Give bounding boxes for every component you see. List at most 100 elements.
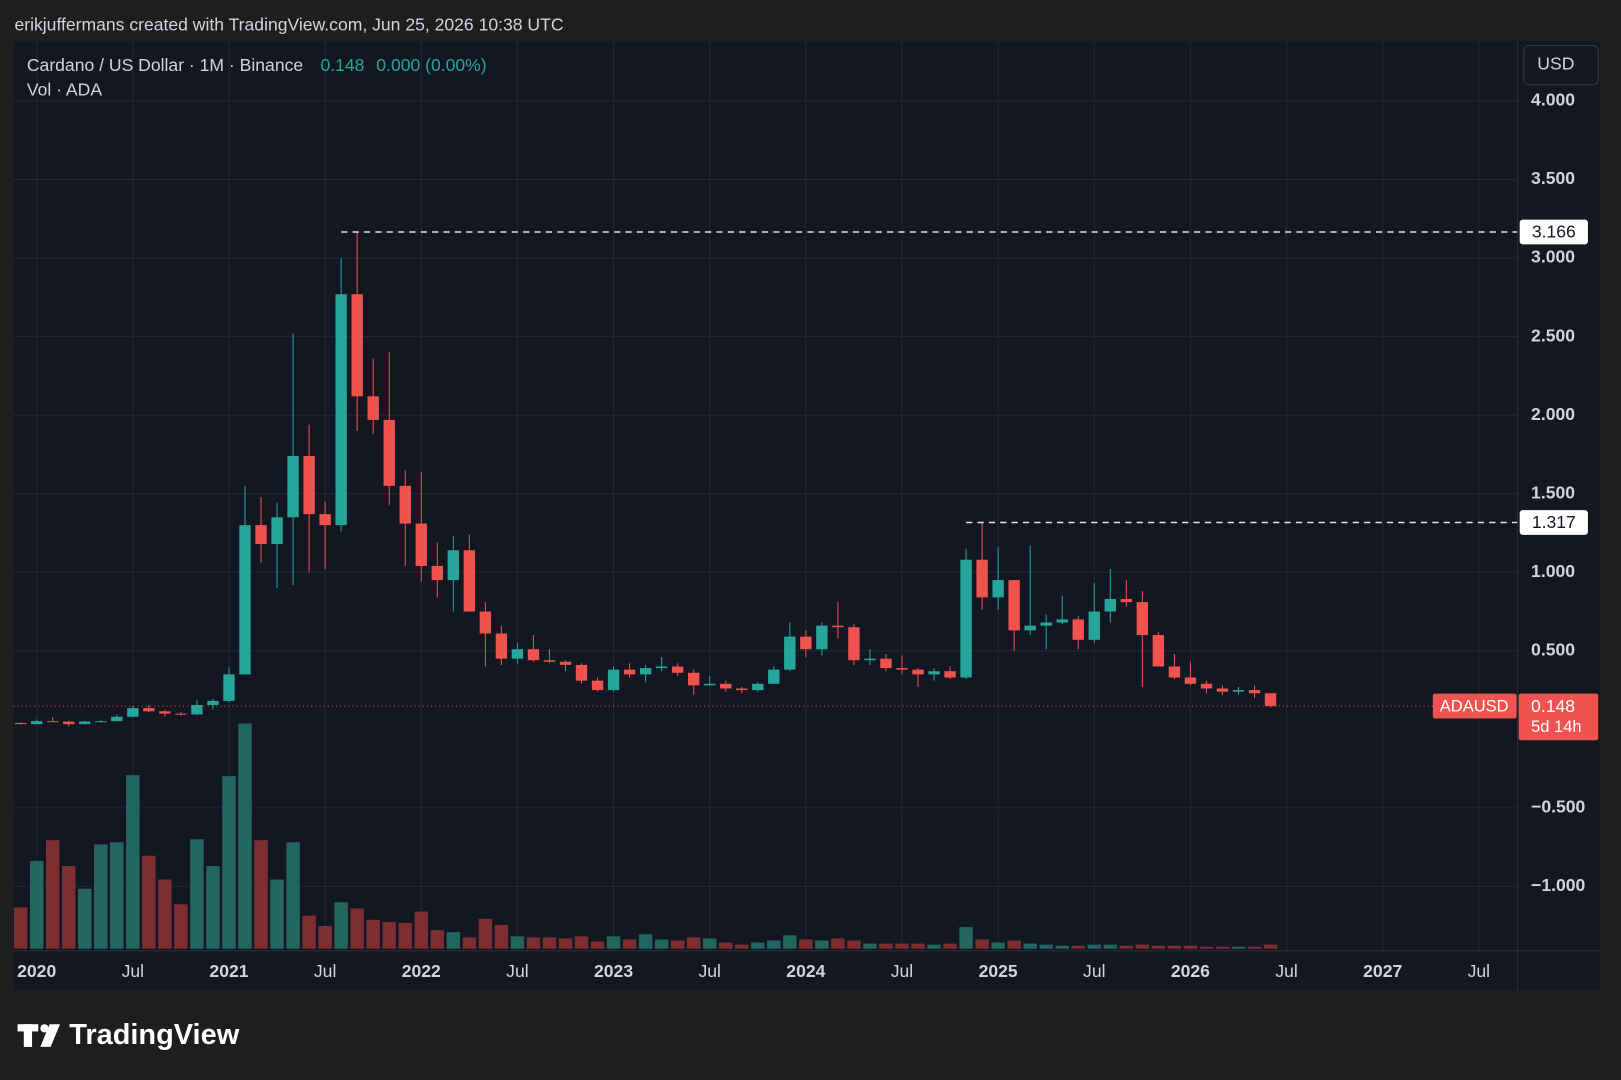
volume-bar <box>943 943 957 949</box>
volume-bar <box>78 888 92 949</box>
x-tick-label: Jul <box>506 961 528 981</box>
candle-body <box>1168 666 1181 678</box>
header-credit: erikjuffermans created with TradingView.… <box>14 14 563 34</box>
volume-bar <box>414 911 429 949</box>
volume-bar <box>735 944 749 949</box>
candle-body <box>1088 611 1100 640</box>
volume-bar <box>815 940 829 949</box>
x-tick-label: Jul <box>314 961 336 981</box>
candle-body <box>671 666 684 673</box>
candle-body <box>447 550 460 581</box>
candle-body <box>159 711 171 714</box>
volume-bar <box>767 940 781 949</box>
candle-body <box>768 669 780 684</box>
candle-body <box>351 294 363 397</box>
volume-bar <box>526 937 541 949</box>
candle-body <box>1264 693 1277 707</box>
volume-bar <box>1103 944 1118 949</box>
x-tick-label: 2024 <box>786 961 825 981</box>
candle-body <box>1056 619 1068 623</box>
volume-bar <box>1247 946 1262 949</box>
last-price-box <box>1518 693 1599 741</box>
candle-body <box>79 721 91 725</box>
volume-bar <box>1007 940 1021 949</box>
volume-bar <box>831 938 845 949</box>
candle-body <box>1104 598 1116 612</box>
x-tick-label: Jul <box>122 961 144 981</box>
volume-bar <box>991 942 1005 949</box>
candle-body <box>1248 690 1261 694</box>
volume-bar <box>1039 944 1053 949</box>
candle-body <box>223 674 235 701</box>
volume-bar <box>45 840 60 949</box>
level-label-box <box>1519 219 1588 245</box>
volume-bar <box>254 840 268 949</box>
candle-body <box>639 668 652 675</box>
volume-bar <box>62 866 76 949</box>
candle-body <box>1040 622 1052 626</box>
y-tick-label: −1.000 <box>1531 875 1585 895</box>
y-tick-label: 1.500 <box>1531 482 1575 502</box>
last-price-label: 0.148 <box>1531 696 1575 716</box>
volume-bar <box>606 936 621 949</box>
candle-body <box>880 658 892 669</box>
volume-bar <box>110 842 124 949</box>
candle-body <box>383 419 395 486</box>
candle-body <box>1072 619 1084 640</box>
volume-bar <box>142 855 156 949</box>
volume-bar <box>190 839 204 949</box>
volume-bar <box>1023 943 1037 949</box>
candle-body <box>1216 688 1229 692</box>
candle-body <box>848 627 860 661</box>
candle-body <box>335 294 347 526</box>
volume-bar <box>895 943 909 949</box>
candle-body <box>816 625 828 650</box>
level-label: 3.166 <box>1532 222 1576 242</box>
level-label-box <box>1519 510 1588 535</box>
volume-bar <box>1199 946 1214 949</box>
x-tick-label: Jul <box>1468 961 1490 981</box>
candle-body <box>47 721 59 723</box>
volume-bar <box>29 860 44 949</box>
candle-body <box>752 683 764 691</box>
volume-bar <box>863 943 877 949</box>
volume-pane <box>13 723 1278 949</box>
x-tick-label: 2020 <box>17 961 56 981</box>
volume-bar <box>478 918 493 949</box>
volume-bar <box>382 921 396 949</box>
symbol-label: ADAUSD <box>1440 696 1509 715</box>
chart-pane <box>13 41 1601 991</box>
candle-body <box>463 550 476 612</box>
volume-bar <box>270 879 284 949</box>
volume-bar <box>334 902 348 949</box>
candle-body <box>143 708 155 712</box>
legend-title: Cardano / US Dollar · 1M · Binance <box>27 55 303 75</box>
volume-bar <box>718 942 733 949</box>
candle-body <box>31 721 43 725</box>
candle-body <box>832 625 844 628</box>
volume-bar <box>622 939 637 949</box>
currency[interactable]: USD <box>1537 54 1574 74</box>
volume-bar <box>638 934 653 949</box>
candle-body <box>575 664 588 681</box>
candle-body <box>992 580 1004 598</box>
volume-bar <box>510 936 525 949</box>
volume-bar <box>222 776 236 949</box>
candle-body <box>415 523 427 566</box>
candle-body <box>431 565 443 581</box>
candle-body <box>271 517 283 544</box>
volume-bar <box>1135 944 1150 949</box>
currency-box[interactable] <box>1523 44 1599 86</box>
y-tick-label: 0.500 <box>1531 639 1575 659</box>
volume-bar <box>751 942 765 949</box>
volume-bar <box>462 937 477 949</box>
volume-bar <box>911 943 925 949</box>
volume-bar <box>494 924 509 949</box>
volume-bar <box>206 866 220 949</box>
candle-body <box>495 633 508 659</box>
candle-body <box>928 671 940 675</box>
y-tick-label: 2.000 <box>1531 404 1575 424</box>
candle-body <box>1232 690 1245 692</box>
